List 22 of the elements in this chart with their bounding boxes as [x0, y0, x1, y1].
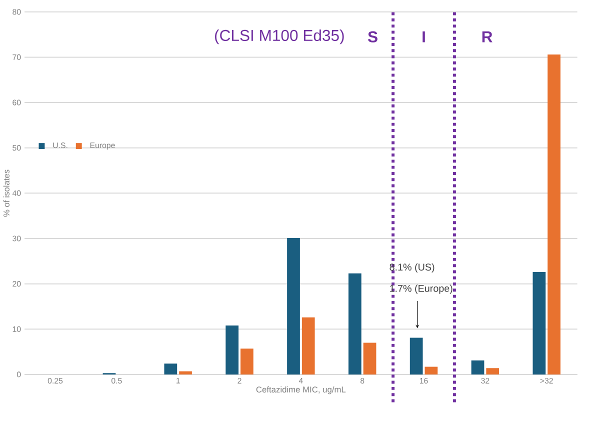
bar [302, 317, 315, 374]
x-axis-title: Ceftazidime MIC, ug/mL [256, 386, 346, 394]
bar [348, 273, 362, 374]
bar [363, 342, 376, 374]
annotation: 8.1% (US) [390, 263, 434, 273]
bar [287, 238, 300, 374]
bar [486, 368, 500, 374]
bar [164, 364, 178, 374]
annotation: R [482, 31, 492, 42]
bar [532, 272, 546, 374]
annotation: (CLSI M100 Ed35) [215, 29, 344, 44]
bar [226, 326, 239, 374]
annotation: I [422, 31, 425, 42]
annotation: S [368, 31, 378, 42]
annotation: 1.7% (Europe) [390, 284, 452, 294]
bar [424, 366, 438, 374]
bar [548, 54, 560, 374]
bar [240, 348, 254, 374]
y-axis-title: % of isolates [3, 170, 10, 217]
bar [471, 360, 484, 374]
bar [179, 371, 192, 374]
bar [410, 338, 423, 374]
